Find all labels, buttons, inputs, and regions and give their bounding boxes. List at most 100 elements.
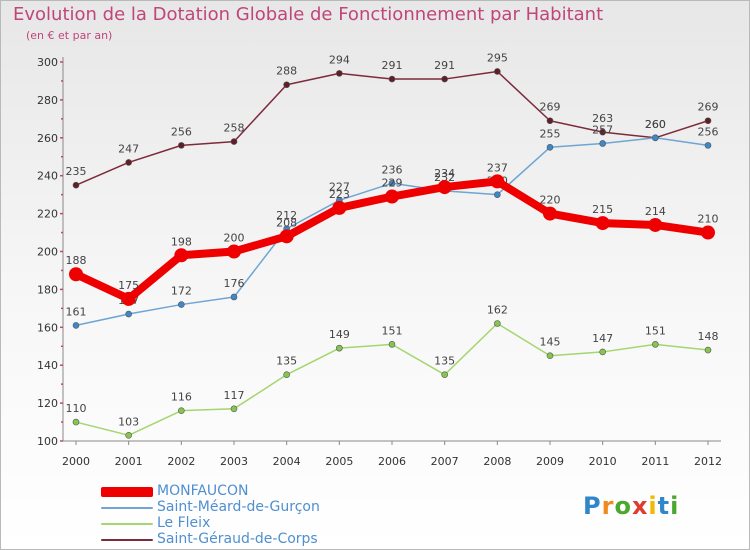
data-label: 162 — [487, 304, 508, 317]
data-label: 188 — [66, 254, 87, 267]
data-point — [652, 341, 659, 348]
y-tick-label: 140 — [37, 359, 58, 372]
proxiti-logo: Proxiti — [583, 492, 679, 520]
data-point — [599, 348, 606, 356]
chart-title: Evolution de la Dotation Globale de Fonc… — [13, 4, 604, 25]
y-tick-label: 180 — [37, 283, 58, 296]
logo-letter: x — [631, 492, 649, 520]
data-label: 198 — [171, 235, 192, 248]
logo-letter: i — [648, 492, 658, 520]
data-label: 269 — [540, 101, 561, 114]
data-label: 172 — [171, 285, 192, 298]
data-label: 260 — [645, 118, 666, 131]
data-point — [336, 70, 343, 77]
x-tick-label: 2011 — [641, 455, 669, 468]
data-point — [652, 134, 659, 142]
data-point — [388, 341, 396, 348]
data-label: 148 — [698, 330, 719, 343]
data-point — [494, 68, 501, 75]
data-label: 208 — [276, 216, 297, 229]
data-point — [648, 217, 663, 232]
data-label: 288 — [276, 65, 297, 78]
legend-label: Saint-Méard-de-Gurçon — [157, 499, 320, 515]
data-label: 220 — [540, 194, 561, 207]
logo-letter: o — [614, 492, 632, 520]
data-label: 135 — [276, 355, 297, 368]
x-tick-label: 2010 — [589, 455, 617, 468]
y-tick-label: 200 — [37, 246, 58, 259]
data-point — [72, 418, 80, 426]
data-point — [178, 407, 185, 414]
data-label: 256 — [698, 125, 719, 138]
legend-swatch — [101, 523, 153, 525]
legend-label: Le Fleix — [157, 515, 211, 531]
data-point — [230, 138, 238, 145]
data-point — [178, 301, 185, 308]
y-tick-label: 100 — [37, 435, 58, 448]
y-tick-label: 280 — [37, 94, 58, 107]
data-label: 232 — [434, 171, 455, 184]
data-label: 147 — [592, 332, 613, 345]
data-point — [388, 75, 396, 83]
data-label: 210 — [698, 213, 719, 226]
data-point — [385, 189, 399, 204]
logo-letter: r — [601, 492, 615, 520]
y-tick-label: 220 — [37, 208, 58, 221]
data-label: 151 — [645, 324, 666, 337]
legend-swatch — [101, 539, 153, 541]
data-label: 176 — [224, 277, 245, 290]
data-point — [546, 352, 554, 360]
x-tick-label: 2004 — [273, 455, 301, 468]
data-point — [441, 75, 448, 83]
data-point — [283, 81, 290, 89]
data-point — [543, 206, 557, 221]
data-label: 255 — [540, 127, 561, 140]
data-point — [437, 180, 452, 195]
data-label: 110 — [66, 402, 87, 415]
logo-letter: i — [670, 492, 680, 520]
data-point — [72, 181, 80, 189]
data-point — [69, 267, 83, 282]
data-point — [704, 117, 712, 125]
data-label: 294 — [329, 53, 350, 66]
legend-label: Saint-Géraud-de-Corps — [157, 531, 318, 547]
logo-letter: P — [583, 492, 602, 520]
data-point — [125, 432, 132, 439]
data-label: 229 — [382, 177, 403, 190]
data-label: 116 — [171, 391, 192, 404]
data-label: 257 — [592, 123, 613, 136]
data-point — [279, 229, 294, 244]
data-point — [441, 371, 448, 378]
data-point — [125, 159, 132, 166]
logo-letter: t — [657, 492, 671, 520]
x-tick-label: 2005 — [325, 455, 353, 468]
data-label: 149 — [329, 328, 350, 341]
data-label: 103 — [118, 415, 139, 428]
data-point — [704, 346, 712, 354]
legend-label: MONFAUCON — [157, 483, 249, 499]
data-label: 237 — [487, 161, 508, 174]
data-point — [599, 128, 606, 136]
data-label: 269 — [698, 101, 719, 114]
data-point — [388, 179, 396, 187]
data-label: 235 — [66, 165, 87, 178]
data-point — [595, 216, 610, 231]
y-tick-label: 160 — [37, 321, 58, 334]
x-tick-label: 2006 — [378, 455, 406, 468]
data-label: 260 — [645, 118, 666, 131]
data-label: 291 — [434, 59, 455, 72]
data-label: 234 — [434, 167, 455, 180]
data-label: 247 — [118, 142, 139, 155]
data-point — [230, 293, 238, 301]
data-point — [125, 310, 132, 318]
legend-swatch — [101, 487, 153, 497]
legend-swatch — [101, 507, 153, 509]
data-label: 223 — [329, 188, 350, 201]
series-line — [75, 322, 709, 437]
x-tick-label: 2002 — [167, 455, 195, 468]
data-label: 212 — [276, 209, 297, 222]
data-point — [494, 191, 501, 198]
data-label: 145 — [540, 336, 561, 349]
data-point — [701, 225, 715, 240]
